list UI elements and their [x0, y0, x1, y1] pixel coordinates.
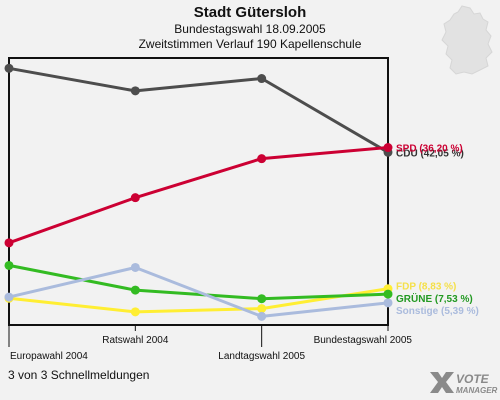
data-point-fdp	[257, 304, 267, 314]
data-point-cdu	[4, 63, 14, 73]
chart-data-points	[4, 63, 393, 321]
series-label-cdu: CDU (42,05 %)	[396, 148, 464, 159]
germany-map-icon	[441, 5, 493, 75]
series-line-fdp	[8, 287, 389, 314]
vote-manager-logo: VOTE MANAGER	[430, 372, 498, 395]
plot-frame	[8, 57, 389, 326]
data-point-sonstige	[4, 292, 14, 302]
series-line-sonstige	[8, 266, 389, 318]
data-point-spd	[4, 238, 14, 248]
data-point-spd	[383, 143, 393, 153]
chart-axes	[8, 57, 389, 326]
data-point-fdp	[130, 307, 140, 317]
chart-title: Stadt Gütersloh	[193, 4, 307, 21]
data-point-sonstige	[383, 298, 393, 308]
x-tick-label: Landtagswahl 2005	[218, 351, 305, 362]
x-tick-label: Bundestagswahl 2005	[314, 335, 413, 346]
data-point-grüne	[383, 289, 393, 299]
series-line-spd	[8, 146, 389, 245]
vote-manager-mark-icon	[430, 372, 454, 393]
x-tick-label: Europawahl 2004	[10, 351, 88, 362]
chart-series-lines	[8, 66, 389, 318]
chart-subtitle-district: Zweitstimmen Verlauf 190 Kapellenschule	[138, 37, 362, 51]
footer-status: 3 von 3 Schnellmeldungen	[8, 368, 150, 382]
series-label-fdp: FDP (8,83 %)	[396, 282, 456, 293]
chart-header: Stadt Gütersloh Bundestagswahl 18.09.200…	[0, 4, 500, 52]
data-point-grüne	[4, 260, 14, 270]
x-tick-label: Ratswahl 2004	[102, 335, 169, 346]
chart-series-labels: CDU (42,05 %)SPD (36,20 %) FDP (8,83 %)GR…	[396, 144, 479, 317]
data-point-cdu	[130, 86, 140, 96]
series-label-spd: SPD (36,20 %)	[396, 144, 463, 155]
logo-line1: VOTE	[456, 372, 490, 386]
series-line-grüne	[8, 263, 389, 301]
data-point-cdu	[257, 74, 267, 84]
data-point-sonstige	[130, 262, 140, 272]
logo-line2: MANAGER	[456, 386, 498, 395]
chart-subtitle-election: Bundestagswahl 18.09.2005	[174, 22, 326, 36]
data-point-grüne	[130, 285, 140, 295]
series-label-sonstige: Sonstige (5,39 %)	[396, 306, 479, 317]
series-line-cdu	[8, 66, 389, 154]
data-point-grüne	[257, 294, 267, 304]
chart-x-tick-labels: Europawahl 2004 Ratswahl 2004 Landtagswahl…	[8, 325, 413, 362]
data-point-sonstige	[257, 311, 267, 321]
data-point-spd	[257, 154, 267, 164]
data-point-spd	[130, 193, 140, 203]
series-label-grüne: GRÜNE (7,53 %)	[396, 292, 473, 305]
